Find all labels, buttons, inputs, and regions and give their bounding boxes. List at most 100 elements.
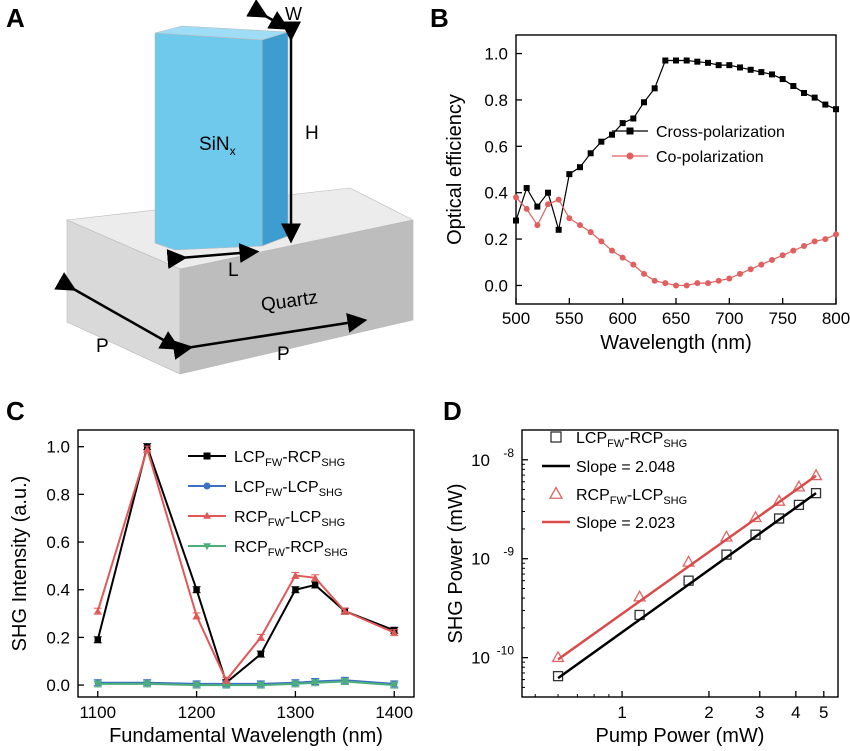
data-point — [737, 64, 743, 71]
x-tick-label: 2 — [704, 703, 713, 722]
data-point — [651, 85, 658, 92]
x-tick-label: 700 — [715, 309, 743, 328]
schematic-panel-a: SiNx W H L P P Quartz — [54, 0, 414, 375]
y-tick-label: 0.8 — [484, 91, 508, 110]
data-point — [555, 226, 562, 233]
data-point — [769, 256, 775, 263]
data-point — [257, 633, 265, 640]
legend-label: LCPFW-RCPSHG — [234, 449, 345, 469]
x-axis-label: Wavelength (nm) — [600, 332, 752, 354]
data-point — [193, 612, 201, 619]
y-tick-label: 0.2 — [484, 230, 508, 249]
height-label: H — [305, 123, 319, 144]
data-point — [626, 127, 634, 135]
series-line — [515, 59, 837, 230]
data-point — [291, 571, 299, 578]
data-point — [683, 57, 690, 64]
data-point — [548, 486, 564, 499]
data-point — [662, 57, 669, 64]
y-tick-label: 10 — [471, 649, 490, 668]
width-arrow — [246, 0, 290, 30]
data-point — [609, 247, 615, 254]
x-tick-label: 3 — [755, 703, 764, 722]
data-point — [587, 229, 594, 236]
data-point — [94, 681, 102, 688]
data-point — [673, 282, 679, 289]
data-point — [311, 680, 319, 687]
data-point — [534, 222, 541, 229]
legend-label: LCPFW-RCPSHG — [576, 430, 687, 450]
data-point — [822, 236, 829, 243]
data-point — [545, 189, 551, 196]
data-point — [143, 681, 151, 688]
x-tick-label: 650 — [662, 309, 690, 328]
data-point — [694, 58, 701, 65]
data-point — [715, 277, 722, 284]
legend-label: Slope = 2.023 — [576, 515, 675, 532]
data-point — [641, 99, 647, 106]
legend-label: RCPFW-LCPSHG — [576, 487, 687, 507]
data-point — [587, 150, 594, 157]
x-tick-label: 5 — [819, 703, 828, 722]
data-point — [566, 171, 573, 178]
data-point — [257, 682, 265, 689]
data-point — [773, 513, 785, 524]
fit-line — [557, 474, 817, 661]
y-tick-label: 1.0 — [484, 45, 508, 64]
data-point — [222, 676, 230, 683]
y-tick-exponent: -10 — [497, 644, 515, 658]
panel-label-a: A — [6, 3, 25, 33]
data-point — [705, 280, 711, 287]
period-label-left: P — [96, 336, 109, 357]
data-point — [673, 57, 679, 64]
y-tick-label: 0.2 — [46, 628, 70, 647]
data-point — [626, 152, 634, 160]
x-tick-label: 550 — [555, 309, 583, 328]
data-point — [598, 138, 605, 145]
data-point — [291, 681, 299, 688]
data-point — [811, 94, 818, 101]
x-tick-label: 500 — [502, 309, 530, 328]
pillar-side — [261, 31, 289, 247]
y-tick-label: 0.4 — [484, 184, 508, 203]
data-point — [715, 62, 722, 69]
data-point — [203, 511, 211, 519]
data-point — [810, 487, 822, 499]
data-point — [726, 62, 733, 69]
x-tick-label: 750 — [768, 309, 796, 328]
y-tick-label: 0.4 — [46, 581, 70, 600]
data-point — [630, 115, 637, 122]
data-point — [641, 270, 647, 277]
length-label: L — [228, 260, 239, 281]
x-tick-label: 800 — [822, 309, 850, 328]
data-point — [577, 222, 583, 229]
y-tick-label: 0.6 — [46, 533, 70, 552]
y-tick-label: 0.8 — [46, 485, 70, 504]
data-point — [523, 205, 530, 212]
data-point — [390, 628, 398, 636]
data-point — [737, 270, 743, 277]
data-point — [683, 282, 690, 289]
data-point — [790, 83, 797, 90]
data-point — [390, 682, 398, 689]
data-point — [793, 499, 805, 511]
x-tick-label: 600 — [608, 309, 636, 328]
y-axis-label: Optical efficiency — [444, 94, 466, 245]
plot-frame — [515, 34, 837, 305]
data-point — [694, 280, 701, 287]
data-point — [833, 106, 839, 113]
data-point — [619, 254, 626, 261]
data-point — [193, 586, 200, 593]
x-tick-label: 1100 — [79, 703, 116, 722]
pillar-material-label: SiNx — [199, 134, 236, 158]
panel-label-b: B — [430, 3, 449, 33]
legend-label: Cross-polarization — [656, 124, 785, 141]
data-point — [726, 275, 733, 282]
y-tick-label: 10 — [471, 550, 490, 569]
plot-frame — [521, 429, 839, 698]
data-point — [203, 482, 211, 490]
data-point — [193, 682, 201, 689]
data-point — [513, 217, 519, 224]
data-point — [341, 678, 349, 686]
plot-frame — [77, 429, 415, 698]
